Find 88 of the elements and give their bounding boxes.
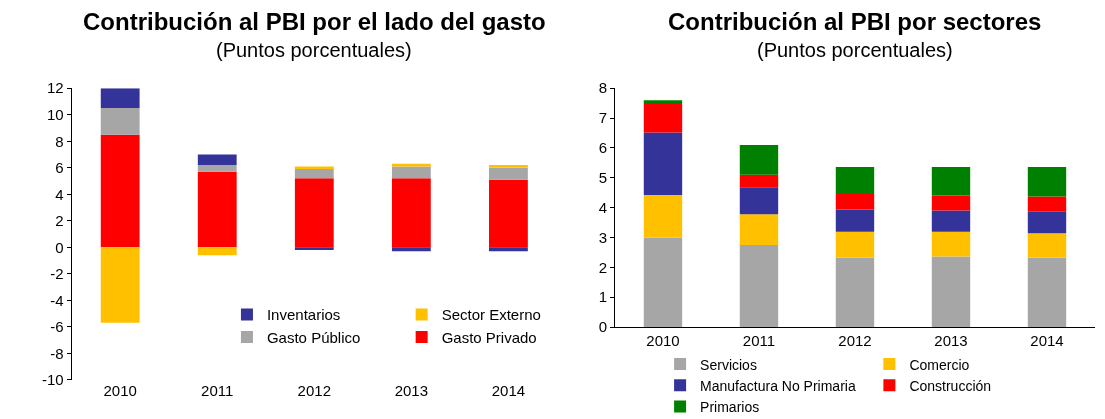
bar [931,195,971,211]
y-tick-label: 2 [55,212,64,230]
bar [739,187,779,215]
x-tick-label: 2010 [103,381,137,399]
bar [100,134,140,248]
bar [294,247,334,250]
bar [931,256,971,328]
y-tick-label: 10 [46,106,64,123]
y-tick-label: 4 [598,198,607,216]
y-tick-label: 1 [598,288,607,306]
bar [739,174,779,188]
x-tick-label: 2012 [838,332,872,350]
legend-label: Servicios [700,356,757,373]
x-tick-label: 2012 [297,381,331,399]
bar [835,193,875,210]
bar [100,108,140,135]
chart-subtitle: (Puntos porcentuales) [757,39,953,61]
y-tick-label: -4 [50,291,64,309]
y-tick-label: 6 [55,159,64,177]
x-tick-label: 2014 [491,381,526,399]
bar [391,178,431,248]
legend-label: Manufactura No Primaria [700,377,856,394]
y-tick-label: 2 [598,258,607,276]
y-tick-label: 4 [55,185,64,203]
bar [294,178,334,248]
bar [739,214,779,245]
bar [489,167,528,180]
bar [391,166,431,179]
x-tick-label: 2010 [646,332,680,350]
x-tick-label: 2011 [742,332,776,350]
chart-title: Contribución al PBI por el lado del gasto [83,8,546,35]
legend-label: Comercio [909,356,970,373]
bar [643,195,683,238]
bar [835,167,875,194]
y-tick-label: -6 [50,318,64,336]
x-tick-label: 2011 [201,381,234,399]
x-tick-label: 2014 [1030,332,1064,350]
bar [739,144,779,175]
x-tick-label: 2013 [394,381,429,399]
y-tick-label: 0 [55,238,64,256]
bar [489,247,528,252]
legend-label: Primarios [700,398,760,415]
bar [835,257,875,328]
bar [931,231,971,257]
bar [197,171,237,248]
y-tick-label: 7 [598,109,607,127]
bar [489,179,528,248]
bar [391,247,431,252]
y-tick-label: 5 [598,169,607,187]
legend-label: Gasto Privado [441,328,537,346]
bar [835,231,875,258]
bar [489,165,528,168]
bar [1027,233,1067,258]
bar [931,210,971,232]
bar [835,209,875,232]
bar [1027,257,1067,328]
y-tick-label: 8 [55,132,64,150]
bar [197,165,237,172]
y-tick-label: 6 [598,139,607,157]
bar [1027,167,1067,197]
bar [739,244,779,328]
legend-label: Sector Externo [441,306,541,324]
x-tick-label: 2013 [934,332,968,350]
bar [643,237,683,328]
bar [1027,211,1067,234]
bar [294,169,334,179]
bar [643,100,683,105]
bar [643,104,683,133]
bar [643,132,683,196]
bar [197,154,237,166]
bar [100,88,140,109]
bar [1027,196,1067,212]
legend-label: Gasto Público [266,328,361,346]
y-tick-label: 8 [598,79,607,97]
legend-label: Inventarios [266,306,341,324]
y-tick-label: 0 [598,318,607,336]
bar [931,167,971,196]
y-tick-label: 12 [46,79,64,97]
y-tick-label: -8 [50,344,64,362]
y-tick-label: -2 [50,265,64,283]
bar [100,247,140,323]
y-tick-label: 3 [598,228,607,246]
chart-subtitle: (Puntos porcentuales) [216,39,412,61]
bar [197,247,237,256]
y-tick-label: -10 [41,371,64,389]
legend-label: Construcción [909,377,992,394]
chart-title: Contribución al PBI por sectores [668,8,1042,35]
bar [294,166,334,170]
